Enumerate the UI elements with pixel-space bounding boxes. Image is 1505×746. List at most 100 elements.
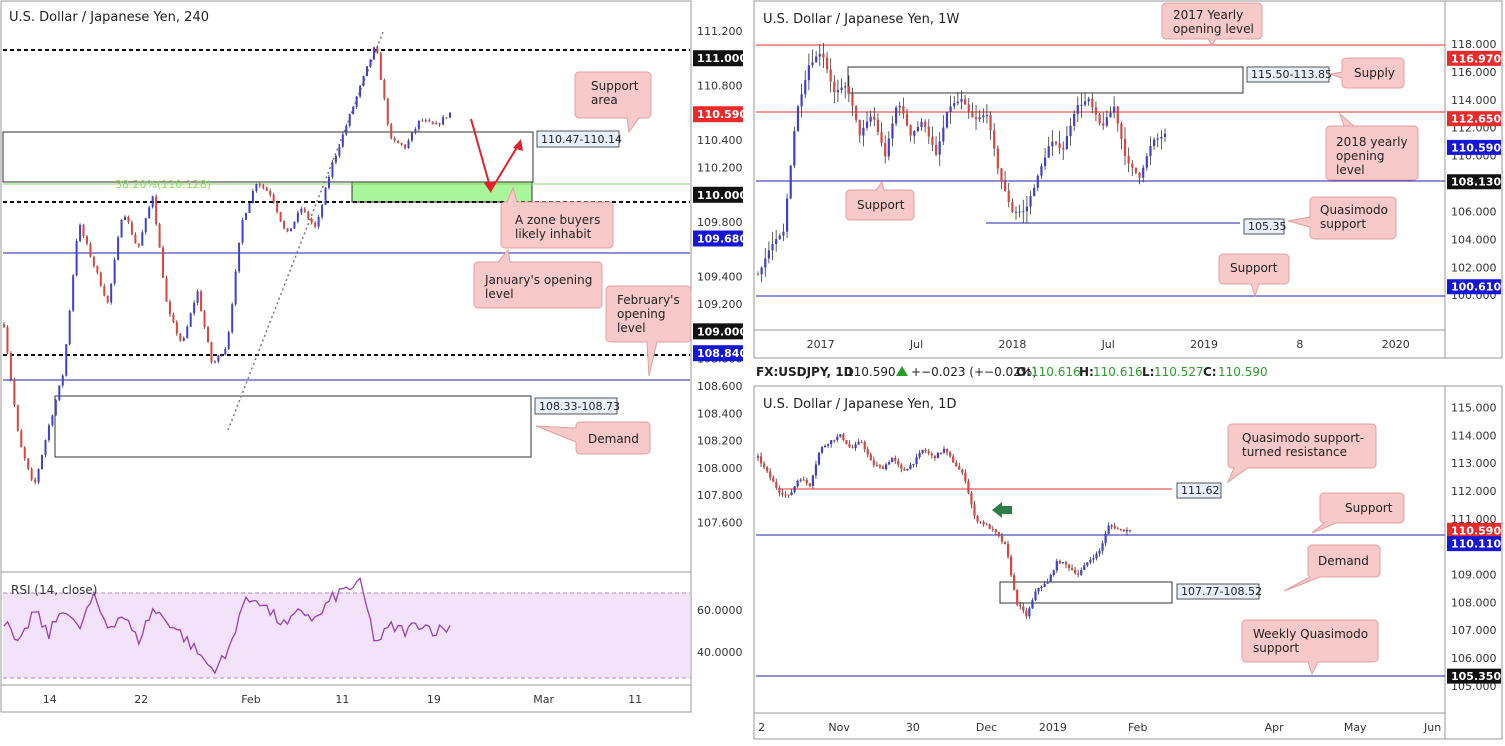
h4-candle-body <box>438 123 441 125</box>
h4-price-tag: 108.840 <box>697 347 747 360</box>
w1-candle-body <box>771 244 774 251</box>
h4-time-axis[interactable]: 14 22 Feb 11 19 Mar 11 <box>43 693 642 706</box>
d1-candle-body <box>802 479 805 481</box>
d1-candle-body <box>1122 529 1126 532</box>
h4-candle-body <box>213 361 216 363</box>
d1-demand-zone <box>999 581 1173 604</box>
w1-candle-body <box>1014 211 1018 213</box>
callout-qm-resistance-line1: Quasimodo support- <box>1242 431 1364 445</box>
h4-candle-body <box>85 236 88 244</box>
w1-candle-body <box>793 131 796 166</box>
w1-candle-body <box>924 121 927 127</box>
d1-time-axis[interactable]: 2 Nov 30 Dec 2019 Feb Apr May Jun <box>758 721 1441 734</box>
h4-candle-body <box>276 202 279 213</box>
h4-price-tag: 110.590 <box>697 108 747 121</box>
h4-time-tick-label: Mar <box>533 693 554 706</box>
h4-arrow-head-up <box>513 139 523 151</box>
w1-candle-body <box>1083 101 1087 105</box>
d1-candle-body <box>775 481 778 488</box>
d1-candle-body <box>881 466 885 470</box>
d1-candle-body <box>884 464 888 470</box>
w1-candle-body <box>851 93 854 106</box>
d1-price-tag: 105.350 <box>1451 670 1501 683</box>
h4-candle-body <box>89 243 92 257</box>
h4-candle-body <box>431 121 434 125</box>
h4-candle-body <box>269 190 272 195</box>
h4-candle-body <box>397 140 400 144</box>
d1-price-tick-label: 114.000 <box>1451 429 1497 442</box>
h4-time-tick-label: 11 <box>335 693 349 706</box>
h4-candle-body <box>137 243 140 246</box>
rsi-tick-label: 40.0000 <box>697 646 743 659</box>
w1-time-tick-label: 2020 <box>1382 338 1410 351</box>
w1-candle-body <box>825 57 829 70</box>
d1-candle-body <box>1022 606 1025 611</box>
w1-candle-body <box>905 113 909 126</box>
h4-price-tick-label: 110.400 <box>697 134 743 147</box>
d1-candle-body <box>924 449 927 452</box>
h4-chart-panel[interactable]: 38.20%(110.128) 110.47-110.14 108.33-108… <box>0 0 747 713</box>
h4-price-tag: 109.000 <box>697 325 747 338</box>
d1-candle-body <box>1058 561 1061 564</box>
w1-candle-body <box>934 144 938 155</box>
d1-time-tick-label: Apr <box>1265 721 1285 734</box>
w1-candle-body <box>833 81 836 93</box>
d1-price-tick-label: 113.000 <box>1451 457 1497 470</box>
d1-candle-body <box>900 464 903 469</box>
h4-candle-body <box>117 237 120 260</box>
h4-candle-body <box>182 337 185 341</box>
h4-candle-body <box>151 196 154 208</box>
w1-candle-body <box>1036 175 1039 188</box>
h4-candle-body <box>341 134 344 147</box>
d1-candle-body <box>872 460 875 465</box>
w1-candle-body <box>894 107 898 124</box>
w1-candle-body <box>1087 98 1090 102</box>
d1-candle-body <box>958 466 961 470</box>
callout-2018-open-line3: level <box>1336 163 1365 177</box>
h4-price-tick-label: 107.600 <box>697 517 743 530</box>
h4-candle-body <box>6 327 9 354</box>
w1-candle-body <box>844 86 847 88</box>
h4-price-tags: 111.000 110.590 110.000 109.680 109.000 108.8… <box>693 50 747 362</box>
h4-price-tick-label: 108.600 <box>697 380 743 393</box>
w1-candle-body <box>873 116 876 120</box>
w1-candle-body <box>887 138 890 157</box>
h4-candle-body <box>148 207 151 219</box>
d1-candle-body <box>1049 574 1052 582</box>
h4-chart-title: U.S. Dollar / Japanese Yen, 240 <box>9 10 209 25</box>
w1-candle-body <box>1069 125 1072 137</box>
w1-candle-body <box>822 53 825 58</box>
h4-price-axis[interactable]: 111.200 110.800 110.400 110.200 109.800 109.4… <box>697 25 743 530</box>
w1-time-axis[interactable]: 2017 Jul 2018 Jul 2019 8 2020 <box>807 338 1410 351</box>
h4-candle-body <box>410 132 413 141</box>
w1-candle-body <box>931 136 934 145</box>
h4-candle-body <box>186 326 189 338</box>
d1-candle-body <box>1034 591 1037 601</box>
d1-candle-body <box>833 440 836 442</box>
d1-candle-body <box>933 455 936 459</box>
d1-candle-body <box>948 452 952 457</box>
d1-price-tick-label: 111.000 <box>1451 513 1497 526</box>
w1-candle-body <box>1149 146 1152 157</box>
w1-candle-body <box>1080 104 1083 106</box>
h4-candle-body <box>165 277 168 302</box>
d1-candle-body <box>930 453 933 456</box>
w1-candle-body <box>1160 136 1163 139</box>
d1-candle-body <box>805 479 808 484</box>
h4-candle-body <box>158 224 161 248</box>
h4-time-tick-label: Feb <box>241 693 260 706</box>
weekly-chart-panel[interactable]: 115.50-113.85 105.35 2017 Yearly opening… <box>753 0 1503 359</box>
w1-candle-body <box>1123 138 1127 156</box>
rsi-band <box>3 593 690 678</box>
w1-candle-body <box>804 80 807 95</box>
h4-candle-body <box>120 219 123 238</box>
callout-d1-demand-text: Demand <box>1318 554 1369 568</box>
d1-candle-body <box>762 463 766 467</box>
daily-chart-panel[interactable]: 111.62 107.77-108.52 Quasimodo support- … <box>753 385 1503 740</box>
d1-candle-body <box>811 475 814 486</box>
d1-price-tick-label: 112.000 <box>1451 485 1497 498</box>
d1-qm-label: 111.62 <box>1181 484 1220 497</box>
h4-price-tick-label: 109.400 <box>697 271 743 284</box>
h4-candle-body <box>369 59 372 67</box>
h4-candle-body <box>124 216 127 220</box>
